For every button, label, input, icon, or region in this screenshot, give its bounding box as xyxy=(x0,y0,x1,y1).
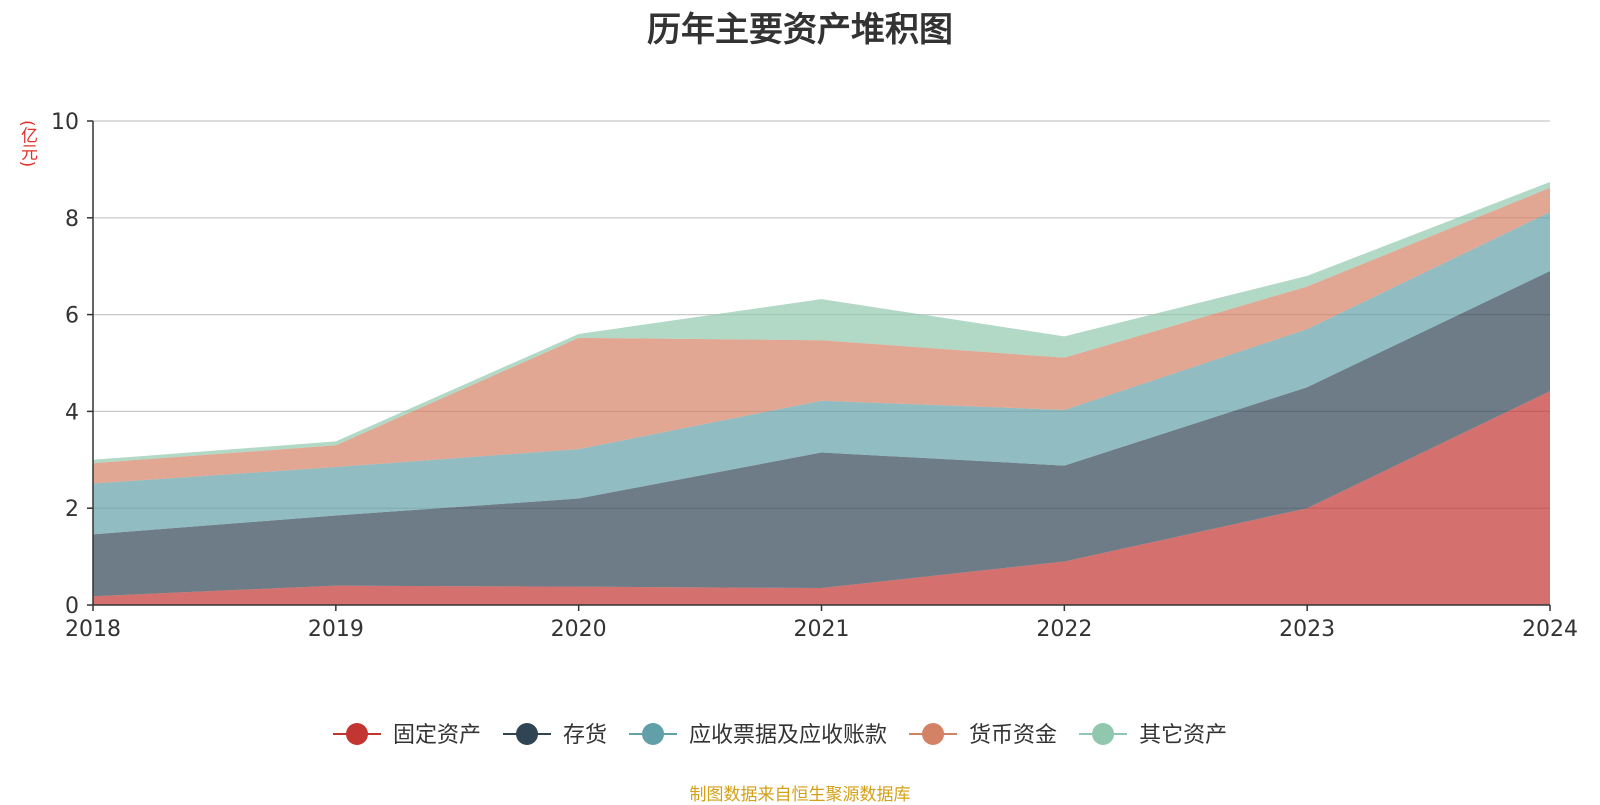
y-tick-label: 4 xyxy=(65,400,79,425)
data-source-note: 制图数据来自恒生聚源数据库 xyxy=(689,785,911,805)
x-tick-label: 2020 xyxy=(551,617,607,642)
area-series-3 xyxy=(93,211,1550,535)
x-tick-label: 2019 xyxy=(308,617,364,642)
legend-label: 其它资产 xyxy=(1139,723,1227,748)
legend-marker xyxy=(922,723,945,745)
legend-item-1[interactable]: 固定资产 xyxy=(333,723,481,748)
y-tick-label: 10 xyxy=(51,110,79,135)
area-series xyxy=(93,181,1550,605)
legend-item-3[interactable]: 应收票据及应收账款 xyxy=(629,723,887,748)
area-series-5 xyxy=(93,181,1550,464)
legend-item-2[interactable]: 存货 xyxy=(503,723,607,748)
legend-marker xyxy=(346,723,368,745)
legend-label: 货币资金 xyxy=(969,723,1057,748)
legend-marker xyxy=(1092,723,1115,745)
legend-label: 应收票据及应收账款 xyxy=(689,723,887,748)
chart-title: 历年主要资产堆积图 xyxy=(647,10,953,50)
legend-label: 存货 xyxy=(563,723,607,748)
legend-label: 固定资产 xyxy=(393,723,481,748)
y-tick-label: 2 xyxy=(65,497,79,522)
x-tick-label: 2023 xyxy=(1279,617,1335,642)
area-series-1 xyxy=(93,391,1550,605)
x-tick-label: 2024 xyxy=(1522,617,1578,642)
legend-marker xyxy=(642,723,665,745)
area-series-4 xyxy=(93,187,1550,484)
y-tick-label: 6 xyxy=(65,304,79,329)
x-tick-label: 2018 xyxy=(65,617,121,642)
axes: 0 2 4 6 8 10 2018 2019 2020 2021 2022 2023 2024 xyxy=(51,110,1578,642)
area-series-2 xyxy=(93,271,1550,597)
legend-item-5[interactable]: 其它资产 xyxy=(1079,723,1227,748)
y-tick-label: 8 xyxy=(65,207,79,232)
y-tick-label: 0 xyxy=(65,594,79,619)
x-tick-label: 2022 xyxy=(1036,617,1092,642)
y-axis-unit-label: (亿元) xyxy=(17,120,37,168)
legend-marker xyxy=(516,723,539,745)
legend-item-4[interactable]: 货币资金 xyxy=(909,723,1057,748)
x-tick-label: 2021 xyxy=(794,617,850,642)
legend[interactable]: 固定资产 存货 应收票据及应收账款 货币资金 其它资产 xyxy=(333,723,1227,748)
